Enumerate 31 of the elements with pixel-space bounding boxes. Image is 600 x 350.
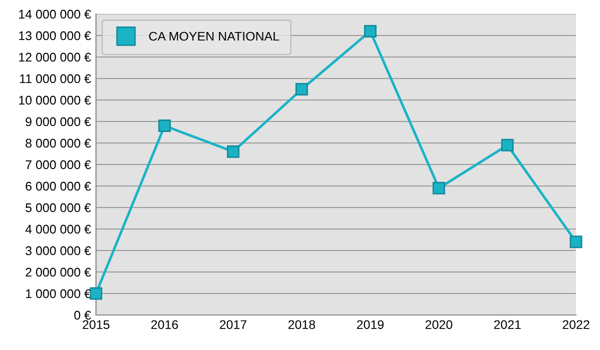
- point: [226, 145, 240, 158]
- y-tick-label: 3 000 000 €: [26, 246, 91, 256]
- y-tick-label: 0 €: [74, 310, 91, 320]
- x-tick-label: 2019: [357, 320, 384, 330]
- point: [295, 83, 308, 96]
- y-tick-label: 7 000 000 €: [26, 160, 91, 170]
- y-tick-label: 5 000 000 €: [26, 203, 91, 212]
- y-tick-label: 11 000 000 €: [20, 74, 91, 84]
- point: [158, 120, 171, 132]
- x-tick-label: 2022: [562, 320, 590, 330]
- y-tick-label: 14 000 000 €: [19, 10, 91, 19]
- y-tick-label: 4 000 000 €: [25, 224, 91, 234]
- y-tick-label: 9 000 000 €: [26, 117, 91, 126]
- x-tick-label: 2020: [426, 320, 452, 330]
- point: [501, 138, 514, 152]
- y-tick-label: 10 000 000 €: [19, 96, 91, 105]
- y-tick-label: 13 000 000 €: [19, 31, 91, 40]
- y-tick-label: 2 000 000 €: [26, 268, 91, 277]
- legend-label: CA MOYEN NATIONAL: [149, 32, 280, 41]
- x-tick-label: 2016: [151, 320, 178, 330]
- y-tick-label: 8 000 000 €: [26, 138, 91, 148]
- point: [570, 236, 582, 248]
- x-tick-label: 2015: [82, 320, 110, 330]
- y-tick-label: 12 000 000 €: [19, 52, 91, 62]
- point: [364, 24, 377, 38]
- y-tick-label: 6 000 000 €: [26, 182, 91, 191]
- point: [432, 182, 446, 194]
- x-tick-label: 2021: [494, 320, 521, 330]
- point: [90, 287, 102, 300]
- x-tick-label: 2018: [288, 320, 316, 330]
- x-tick-label: 2017: [220, 320, 246, 330]
